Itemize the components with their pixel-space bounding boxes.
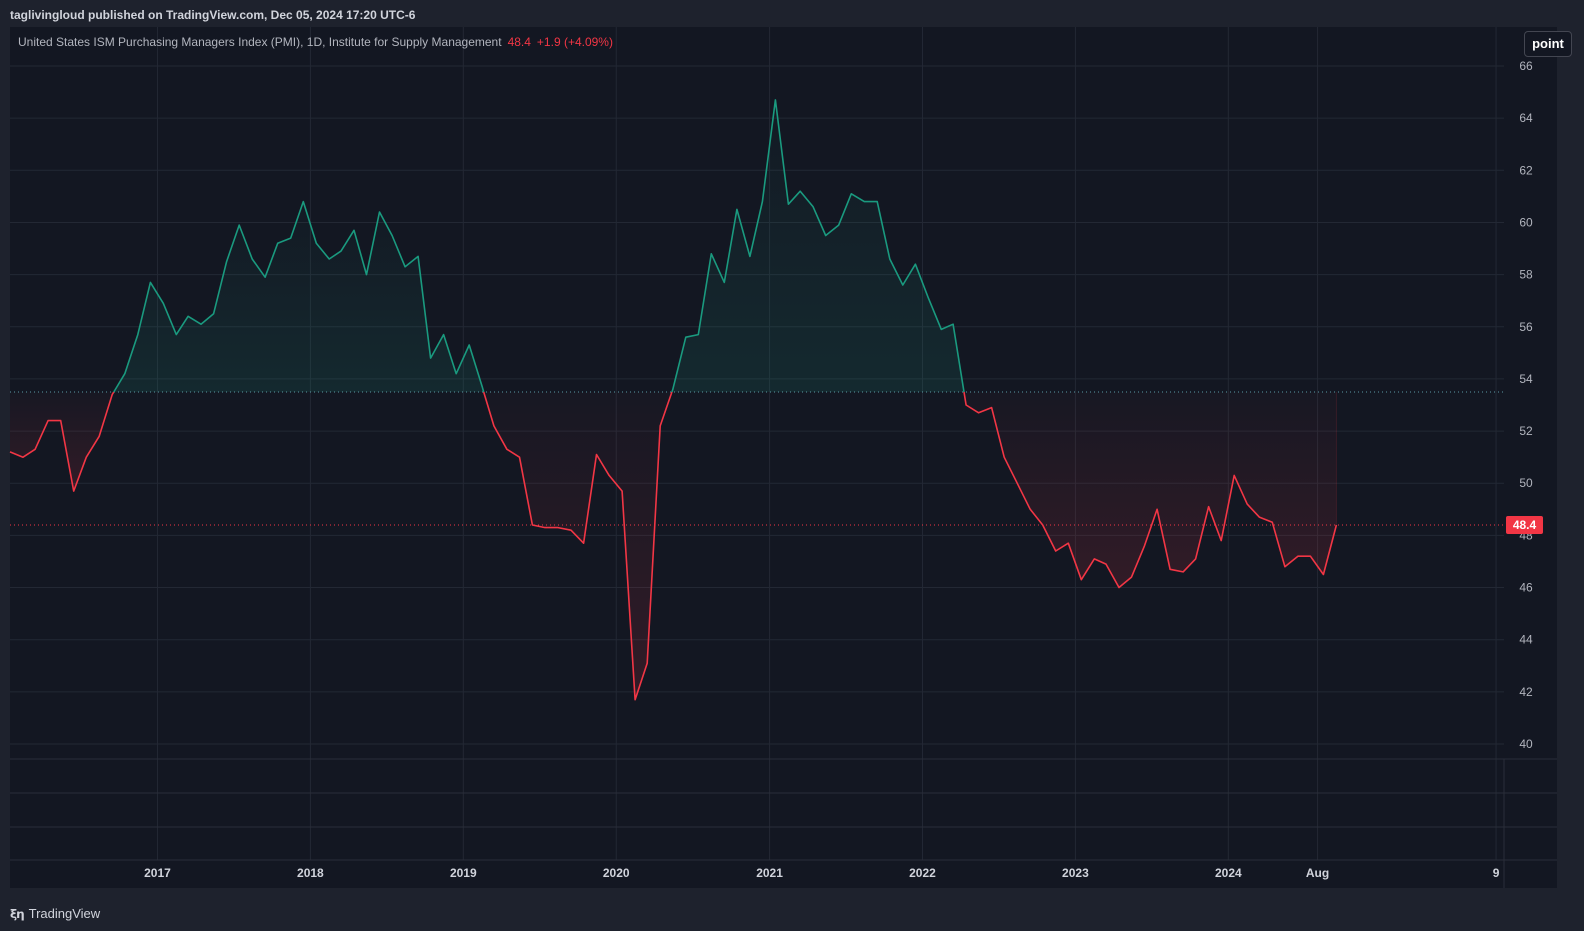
- series-line-below: [963, 391, 1338, 589]
- y-tick-label: 54: [1519, 372, 1533, 386]
- x-tick-label: 2017: [144, 866, 171, 880]
- x-axis: 2017 2018 2019 2020 2021 2022 2023 2024 Aug 9: [144, 866, 1500, 880]
- area-fill-below: [10, 392, 114, 492]
- empty-panes: [10, 758, 1557, 888]
- area-fill-below: [483, 392, 672, 700]
- x-tick-label: 2022: [909, 866, 936, 880]
- area-fill-above: [671, 99, 964, 393]
- top-bar: taglivingloud published on TradingView.c…: [0, 0, 1584, 27]
- tradingview-logo-icon: 𝝽𝝶: [10, 906, 25, 921]
- y-tick-label: 56: [1519, 320, 1533, 334]
- x-tick-label: 9: [1493, 866, 1500, 880]
- publish-info: taglivingloud published on TradingView.c…: [10, 8, 416, 22]
- x-tick-label: 2018: [297, 866, 324, 880]
- y-tick-label: 44: [1519, 633, 1533, 647]
- series-line: [9, 99, 1338, 701]
- series-line-below: [9, 391, 115, 492]
- y-tick-label: 58: [1519, 268, 1533, 282]
- x-tick-label: 2023: [1062, 866, 1089, 880]
- last-price-tag-label: 48.4: [1513, 518, 1537, 532]
- y-tick-label: 46: [1519, 581, 1533, 595]
- area-fill-below: [964, 392, 1337, 588]
- legend-last-value: 48.4: [507, 35, 531, 49]
- y-tick-label: 52: [1519, 424, 1533, 438]
- y-tick-label: 66: [1519, 59, 1533, 73]
- y-tick-label: 62: [1519, 163, 1533, 177]
- x-tick-label: 2020: [603, 866, 630, 880]
- legend-change: +1.9 (+4.09%): [536, 35, 613, 49]
- y-tick-label: 64: [1519, 111, 1533, 125]
- x-tick-label: 2024: [1215, 866, 1242, 880]
- scale-mode-button[interactable]: point: [1524, 31, 1572, 57]
- x-tick-label: 2019: [450, 866, 477, 880]
- series-line-above: [113, 200, 485, 393]
- y-tick-label: 50: [1519, 476, 1533, 490]
- area-fill-above: [113, 201, 484, 392]
- y-tick-label: 42: [1519, 685, 1533, 699]
- tradingview-brand[interactable]: 𝝽𝝶 TradingView: [10, 906, 100, 921]
- footer: [0, 895, 1584, 931]
- x-tick-label: 2021: [756, 866, 783, 880]
- series-line-below: [482, 391, 673, 701]
- x-tick-label: Aug: [1306, 866, 1329, 880]
- brand-name: TradingView: [28, 906, 101, 921]
- baseline: [10, 391, 1504, 526]
- y-tick-label: 60: [1519, 215, 1533, 229]
- last-price-marker: 48.4: [1506, 515, 1543, 534]
- area-fills: [10, 99, 1337, 700]
- last-price-tag: [1506, 515, 1543, 534]
- legend-title: United States ISM Purchasing Managers In…: [18, 35, 502, 49]
- chart-legend: United States ISM Purchasing Managers In…: [18, 35, 613, 49]
- y-tick-label: 40: [1519, 737, 1533, 751]
- series-line-above: [671, 99, 965, 393]
